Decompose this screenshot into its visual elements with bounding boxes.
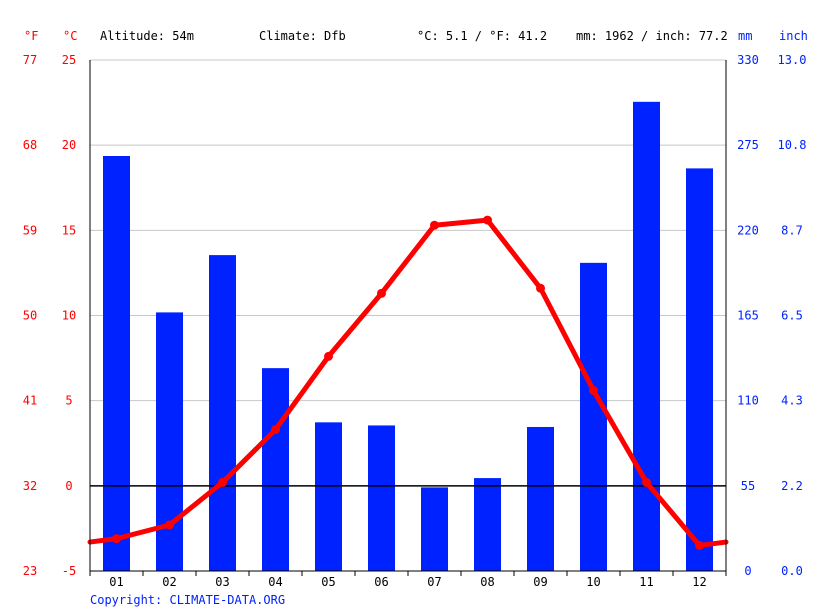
x-axis-label-05: 05 (321, 575, 335, 589)
right-axis-inch-tick: 0.0 (781, 564, 803, 578)
temperature-point-03 (218, 477, 227, 487)
left-axis-f-tick: 68 (23, 138, 37, 152)
x-axis-label-07: 07 (427, 575, 441, 589)
temperature-point-06 (377, 288, 386, 298)
precip-bar-07 (421, 487, 448, 571)
x-axis-label-02: 02 (162, 575, 176, 589)
copyright-link[interactable]: Copyright: CLIMATE-DATA.ORG (90, 593, 285, 607)
temperature-point-12 (695, 540, 704, 550)
right-axis-mm-tick: 275 (737, 138, 759, 152)
x-axis-label-11: 11 (639, 575, 653, 589)
x-axis-label-09: 09 (533, 575, 547, 589)
precip-bar-08 (474, 478, 501, 571)
precip-bar-09 (527, 426, 554, 571)
temperature-point-07 (430, 220, 439, 230)
left-axis-c-tick: -5 (62, 564, 76, 578)
right-axis-mm-tick: 330 (737, 53, 759, 67)
precip-bar-01 (103, 156, 130, 572)
header-unit-mm: mm (738, 29, 752, 43)
temperature-point-05 (324, 351, 333, 361)
left-axis-c-tick: 10 (62, 309, 76, 323)
right-axis-mm-tick: 110 (737, 394, 759, 408)
temperature-point-09 (536, 283, 545, 293)
x-axis-label-10: 10 (586, 575, 600, 589)
left-axis-c-tick: 20 (62, 138, 76, 152)
header-temp-average: °C: 5.1 / °F: 41.2 (417, 29, 547, 43)
temperature-point-10 (589, 385, 598, 395)
left-axis-f-tick: 23 (23, 564, 37, 578)
temperature-point-02 (165, 520, 174, 530)
precip-bar-04 (262, 368, 289, 571)
header-unit-c: °C (63, 29, 77, 43)
right-axis-inch-tick: 8.7 (781, 223, 803, 237)
x-axis-label-04: 04 (268, 575, 282, 589)
temperature-point-08 (483, 215, 492, 225)
x-axis-label-12: 12 (692, 575, 706, 589)
precipitation-bars (103, 101, 713, 572)
right-axis-inch-tick: 2.2 (781, 479, 803, 493)
axes-layer: 77 25 330 13.068 20 275 10.859 15 220 8.750 10 165 6… (23, 53, 807, 589)
temperature-point-01 (112, 534, 121, 544)
right-axis-mm-tick: 0 (744, 564, 751, 578)
right-axis-mm-tick: 55 (741, 479, 755, 493)
right-axis-inch-tick: 10.8 (778, 138, 807, 152)
right-axis-inch-tick: 4.3 (781, 394, 803, 408)
right-axis-inch-tick: 6.5 (781, 309, 803, 323)
header-altitude: Altitude: 54m (100, 29, 194, 43)
left-axis-f-tick: 41 (23, 394, 37, 408)
temperature-point-04 (271, 425, 280, 435)
header-unit-f: °F (24, 29, 38, 43)
grid-layer (90, 59, 726, 402)
header-climate: Climate: Dfb (259, 29, 346, 43)
temperature-line (87, 215, 729, 550)
right-axis-mm-tick: 165 (737, 309, 759, 323)
x-axis-label-06: 06 (374, 575, 388, 589)
precip-bar-10 (580, 262, 607, 571)
temperature-line-path (87, 217, 729, 548)
temperature-point-11 (642, 477, 651, 487)
precip-bar-12 (686, 168, 713, 572)
precip-bar-03 (209, 255, 236, 572)
precip-bar-05 (315, 422, 342, 571)
x-axis-label-01: 01 (109, 575, 123, 589)
precip-bar-11 (633, 101, 660, 572)
left-axis-f-tick: 50 (23, 309, 37, 323)
header-unit-inch: inch (779, 29, 808, 43)
left-axis-f-tick: 59 (23, 223, 37, 237)
precip-bar-02 (156, 312, 183, 571)
left-axis-f-tick: 77 (23, 53, 37, 67)
left-axis-f-tick: 32 (23, 479, 37, 493)
left-axis-c-tick: 0 (65, 479, 72, 493)
right-axis-mm-tick: 220 (737, 223, 759, 237)
x-axis-label-03: 03 (215, 575, 229, 589)
left-axis-c-tick: 15 (62, 223, 76, 237)
precip-bar-06 (368, 425, 395, 571)
left-axis-c-tick: 25 (62, 53, 76, 67)
left-axis-c-tick: 5 (65, 394, 72, 408)
right-axis-inch-tick: 13.0 (778, 53, 807, 67)
x-axis-label-08: 08 (480, 575, 494, 589)
header-precip-total: mm: 1962 / inch: 77.2 (576, 29, 728, 43)
